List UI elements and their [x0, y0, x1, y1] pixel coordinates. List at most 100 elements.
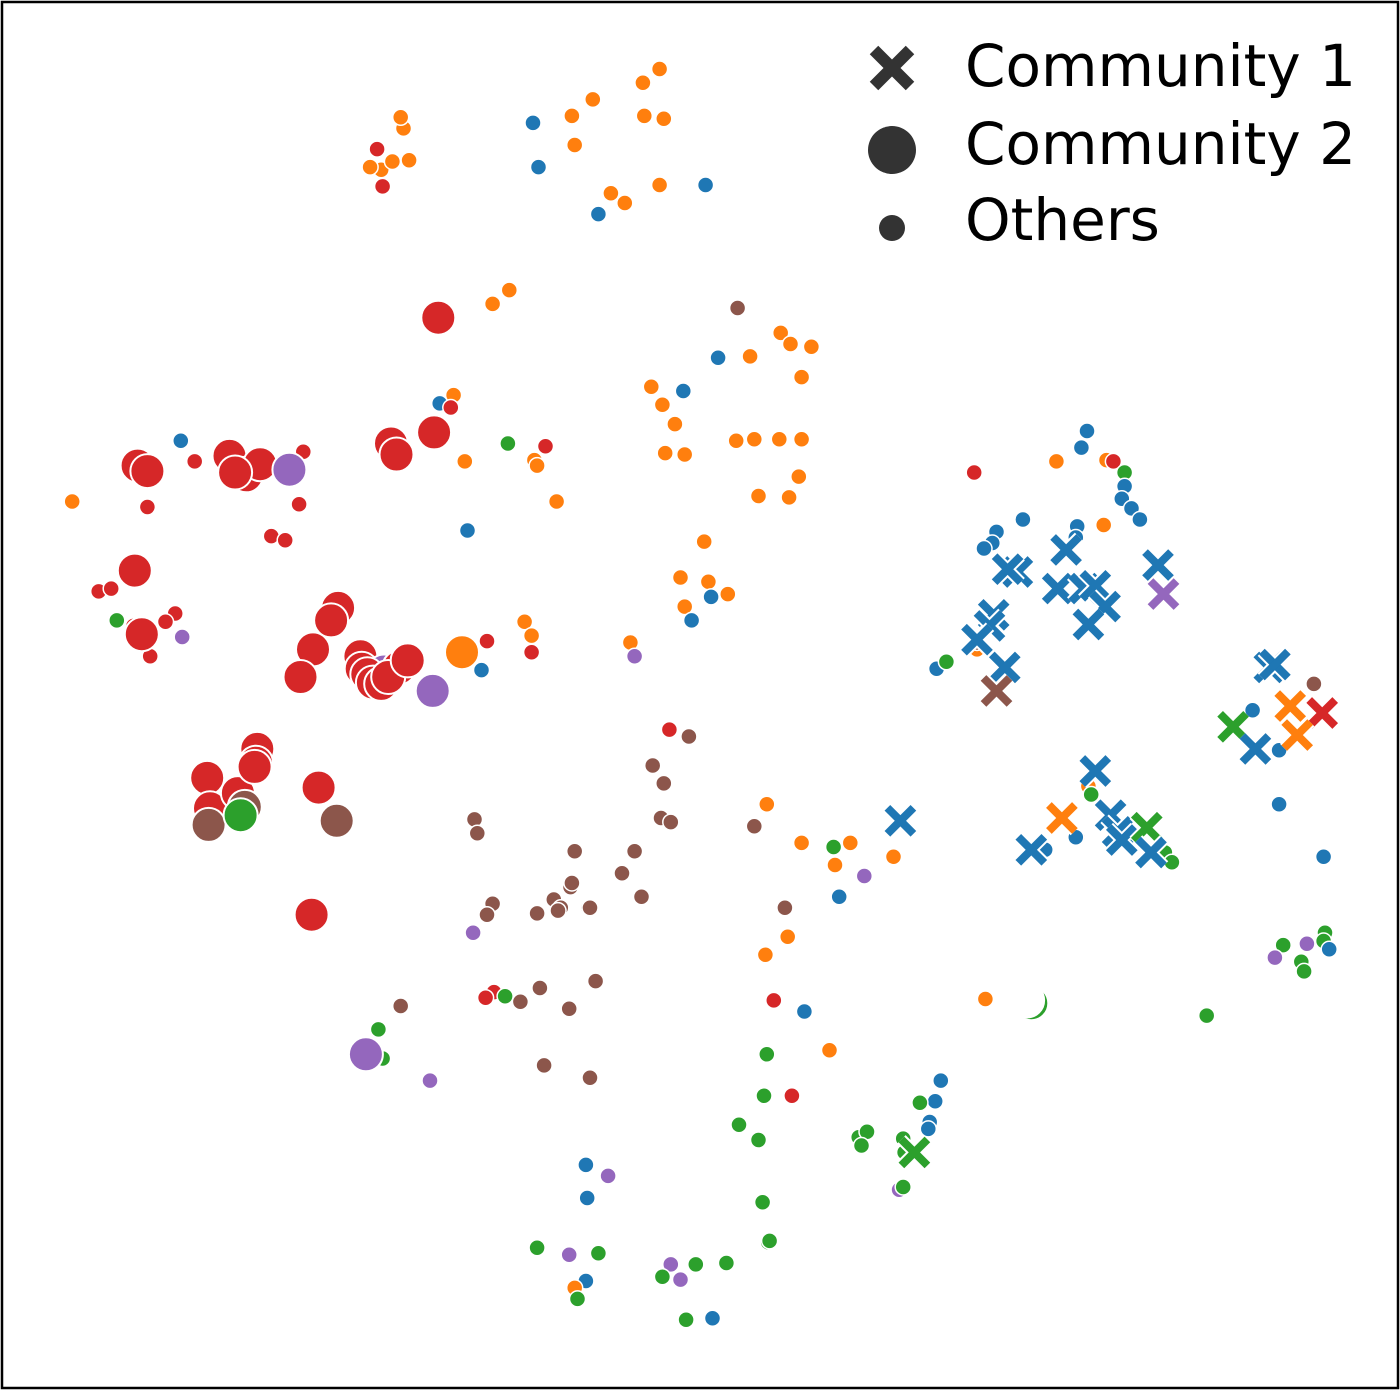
data-point-large	[189, 759, 226, 796]
data-point-small	[696, 176, 715, 194]
data-point-small	[577, 1156, 595, 1174]
data-point-small	[1295, 962, 1313, 981]
data-point-cross	[1140, 547, 1176, 583]
data-point-small	[589, 1244, 608, 1263]
data-point-small	[476, 988, 495, 1007]
data-point-small	[369, 1020, 388, 1039]
data-point-small	[1047, 452, 1066, 471]
legend: Community 1 Community 2 Others	[868, 32, 1356, 254]
data-point-small	[770, 430, 789, 449]
data-point-small	[581, 899, 599, 917]
data-point-small	[760, 1232, 779, 1250]
data-point-large	[222, 797, 259, 834]
data-point-small	[1314, 847, 1333, 866]
data-point-small	[361, 158, 379, 176]
data-point-small	[790, 467, 808, 486]
data-point-small	[756, 946, 775, 964]
data-point-small	[547, 492, 566, 511]
data-point-small	[634, 74, 652, 92]
legend-marker-others	[879, 215, 905, 241]
data-point-small	[653, 396, 672, 414]
data-point-small	[549, 901, 567, 920]
data-point-small	[781, 335, 800, 353]
data-point-large	[129, 453, 166, 490]
data-point-small	[745, 430, 764, 449]
data-point-large	[444, 634, 480, 671]
data-point-small	[599, 1167, 617, 1185]
data-point-cross	[1215, 709, 1251, 745]
data-point-cross	[1304, 695, 1340, 731]
data-point-small	[919, 1120, 938, 1138]
data-point-small	[373, 177, 392, 196]
data-point-cross	[1078, 753, 1113, 789]
data-point-small	[749, 1131, 768, 1149]
data-point-small	[643, 756, 662, 775]
data-point-small	[745, 817, 764, 836]
data-point-small	[841, 834, 860, 852]
data-point-small	[776, 899, 794, 917]
data-point-small	[1104, 452, 1123, 471]
data-point-small	[884, 847, 903, 866]
data-point-small	[699, 572, 718, 591]
data-point-small	[1072, 438, 1091, 457]
data-point-small	[496, 987, 514, 1006]
data-point-small	[655, 109, 673, 128]
data-point-cross	[1146, 576, 1181, 612]
data-point-large	[293, 896, 330, 933]
data-point-small	[826, 856, 844, 874]
data-point-cross	[1279, 717, 1315, 753]
data-point-large	[313, 602, 350, 639]
data-point-small	[613, 864, 631, 883]
data-point-small	[778, 928, 797, 946]
data-point-large	[318, 802, 355, 839]
data-point-small	[528, 456, 546, 475]
data-point-small	[975, 539, 993, 558]
data-point-small	[1270, 795, 1288, 813]
data-point-cross	[1048, 532, 1084, 568]
data-point-small	[675, 597, 694, 616]
data-point-large	[282, 659, 319, 695]
data-point-small	[560, 1245, 578, 1264]
data-point-cross	[1133, 835, 1169, 870]
data-point-cross	[959, 622, 995, 657]
data-point-small	[464, 923, 482, 942]
data-point-large	[414, 672, 451, 709]
data-point-small	[655, 774, 673, 793]
data-point-small	[173, 628, 191, 646]
data-point-small	[662, 1255, 680, 1274]
data-point-small	[483, 295, 502, 313]
data-point-cross	[883, 803, 918, 839]
data-point-small	[276, 531, 294, 549]
data-point-small	[568, 1290, 587, 1308]
data-point-small	[965, 463, 983, 482]
data-point-small	[719, 585, 737, 603]
data-point-small	[156, 613, 175, 631]
data-point-small	[560, 999, 578, 1018]
data-point-small	[625, 842, 644, 860]
data-point-small	[500, 281, 519, 299]
data-point-small	[792, 430, 811, 449]
data-point-small	[515, 613, 534, 631]
data-point-cross	[987, 650, 1023, 685]
data-point-small	[383, 152, 402, 171]
data-point-small	[1014, 510, 1032, 529]
data-point-large	[1009, 982, 1046, 1019]
data-point-small	[820, 1041, 839, 1059]
data-point-small	[650, 60, 669, 78]
data-point-small	[937, 653, 956, 671]
data-point-small	[1266, 948, 1284, 967]
data-point-small	[468, 824, 487, 842]
data-point-small	[511, 993, 530, 1011]
data-point-small	[1243, 701, 1262, 719]
data-point-small	[535, 1056, 553, 1075]
data-point-small	[472, 661, 491, 679]
data-point-small	[138, 498, 157, 516]
data-point-small	[674, 382, 693, 400]
data-point-small	[1131, 510, 1149, 529]
data-point-small	[680, 727, 698, 746]
data-point-small	[391, 997, 410, 1015]
data-point-small	[792, 834, 811, 852]
data-point-large	[420, 299, 457, 336]
